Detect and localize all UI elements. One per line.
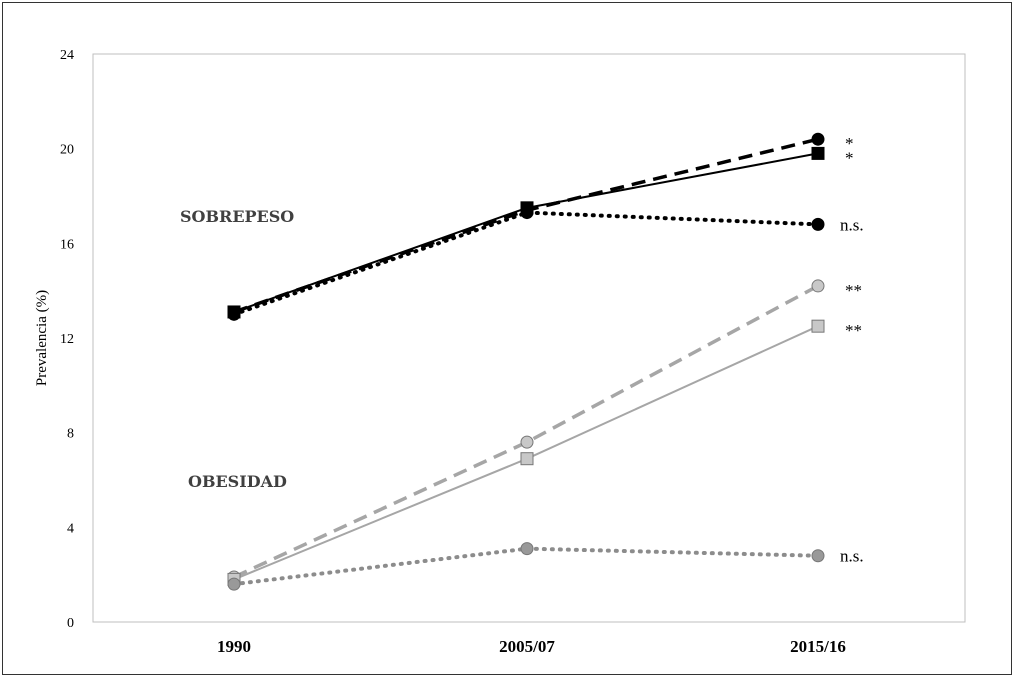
significance-label: ** [845, 321, 862, 340]
significance-label: ** [845, 281, 862, 300]
y-tick-label: 24 [60, 48, 74, 63]
data-point-circle [811, 549, 825, 563]
significance-annotations: **n.s.****n.s. [840, 134, 864, 566]
data-point-circle [520, 435, 534, 449]
data-point-circle [811, 279, 825, 293]
x-tick-label: 2015/16 [790, 637, 846, 656]
significance-label: * [845, 148, 854, 167]
x-tick-label: 2005/07 [499, 637, 555, 656]
significance-label: n.s. [840, 215, 864, 234]
x-tick-labels: 1990 2005/07 2015/16 [217, 637, 846, 656]
series-group [227, 132, 825, 591]
data-point-square [520, 452, 534, 466]
y-tick-label: 20 [60, 143, 74, 158]
data-point-square [811, 146, 825, 160]
series-obesity-dotted [227, 542, 825, 591]
data-point-circle [227, 307, 241, 321]
y-tick-label: 16 [60, 237, 74, 252]
plot-area [92, 53, 966, 623]
data-point-circle [520, 206, 534, 220]
x-tick-label: 1990 [217, 637, 251, 656]
data-point-circle [520, 542, 534, 556]
data-point-square [811, 319, 825, 333]
data-point-circle [227, 577, 241, 591]
group-label-obesidad: OBESIDAD [188, 472, 287, 491]
data-point-circle [811, 217, 825, 231]
data-point-circle [811, 132, 825, 146]
group-label-sobrepeso: SOBREPESO [180, 207, 294, 226]
y-axis-label: Prevalencia (%) [34, 290, 50, 386]
significance-label: n.s. [840, 547, 864, 566]
y-tick-label: 4 [67, 521, 74, 536]
y-tick-label: 8 [67, 427, 74, 442]
series-overweight-dotted [227, 206, 825, 321]
y-tick-label: 0 [67, 616, 74, 631]
y-tick-label: 12 [60, 332, 74, 347]
significance-label: * [845, 134, 854, 153]
y-tick-labels: 0 4 8 12 16 20 24 [60, 48, 74, 631]
